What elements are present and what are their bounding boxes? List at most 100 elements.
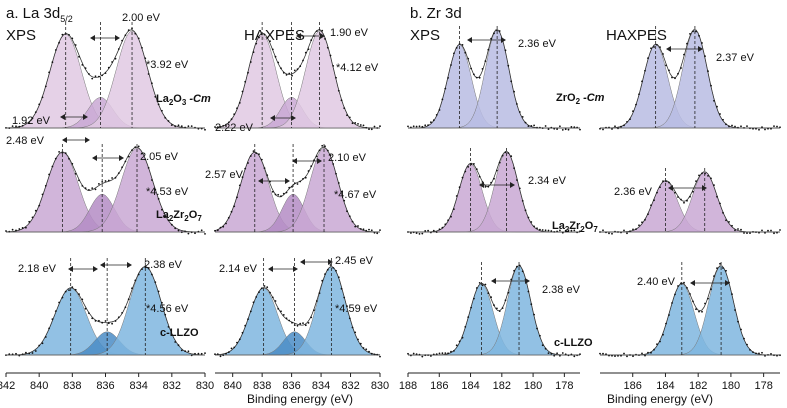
la-xps-row2-data-point	[137, 145, 140, 148]
label-part: La	[156, 93, 170, 105]
la-xps-row2-data-point	[164, 215, 167, 218]
la-haxpes-row3-data-point	[337, 276, 340, 279]
zr-haxpes-row1-data-point	[632, 110, 634, 113]
la-xps-r3-split-arrow-head-left	[100, 262, 105, 268]
la-hax-r2-sat-arrow-head-right	[285, 178, 290, 184]
la-xps-row3-data-point	[131, 287, 133, 290]
la-haxpes-row1-data-point	[343, 107, 346, 109]
zr-haxpes-row3-data-point	[737, 320, 739, 323]
zr-xps-row2-data-point	[481, 181, 484, 183]
la-haxpes-row3-data-point	[260, 287, 263, 290]
la-haxpes-row2-data-point	[293, 182, 296, 185]
la-xps-x-axis-tick-label: 842	[0, 380, 15, 392]
la-haxpes-row3-data-point	[307, 322, 310, 324]
la-xps-row2-data-point	[154, 188, 157, 191]
la-xps-row3-data-point	[127, 298, 130, 301]
zr-haxpes-row2-data-point	[680, 198, 682, 201]
la-haxpes-row3-data-point	[332, 267, 335, 269]
la-xps-row2-data-point	[78, 179, 80, 182]
panel-a-xlabel: Binding energy (eV)	[247, 392, 353, 406]
zr-haxpes-row3-data-point	[626, 355, 628, 358]
la-haxpes-row3-data-point	[324, 273, 326, 275]
zr-haxpes-row1-data-point	[692, 30, 694, 33]
zr-haxpes-row3-data-point	[668, 314, 670, 316]
zr-haxpes-row3-data-point	[716, 267, 718, 269]
label-part: 2	[565, 225, 570, 234]
zr-xps-row3-data-point	[475, 287, 478, 289]
zr-xps-row2-data-point	[467, 166, 470, 168]
zr-haxpes-row2-data-point	[653, 199, 655, 202]
zr-xps-row2-data-point	[516, 179, 518, 181]
la-xps-row2-data-point	[131, 149, 133, 152]
la-xps-row3-data-point	[121, 312, 123, 314]
zr-xps-row1-data-point	[441, 98, 444, 101]
la-hax-r3-split: 2.45 eV	[335, 255, 374, 267]
la-xps-row3-data-point	[154, 281, 157, 283]
zr-xps-row3-data-point	[453, 350, 455, 352]
la-xps-row3-data-point	[51, 318, 54, 320]
zr-hax-r3-arrow-head-right	[725, 280, 730, 286]
la-xps-row1-data-point	[164, 116, 167, 119]
la-xps-x-axis-tick-label: 838	[63, 380, 81, 392]
la-haxpes-row1-data-point	[302, 59, 304, 62]
zr-xps-row3-data-point	[541, 344, 544, 347]
la-xps-row3-data-point	[111, 322, 113, 325]
zr-haxpes-row2-data-point	[716, 195, 718, 198]
la-haxpes-x-axis-tick-label: 836	[282, 380, 300, 392]
zr-haxpes-row2-data-point	[773, 232, 775, 235]
la-haxpes-row3-data-point	[266, 286, 269, 289]
la-xps-row2-data-point	[170, 223, 173, 226]
la-xps-row1-data-point	[31, 117, 34, 119]
zr-xps-row3-data-point	[547, 352, 550, 354]
la-haxpes-row1-data-point	[214, 126, 216, 128]
zr-haxpes-row2-data-point	[722, 211, 724, 214]
label-part: La	[156, 209, 170, 221]
zr-haxpes-row1-data-point	[695, 30, 697, 33]
la-haxpes-row2-data-point	[277, 193, 280, 196]
zr-haxpes-row1-data-point	[704, 55, 706, 58]
zr-haxpes-row3-data-point	[632, 355, 634, 358]
la-xps-row1-data-point	[88, 73, 90, 75]
la-haxpes-row1-data-point	[335, 76, 337, 79]
la-xps-row3-data-point	[114, 320, 117, 322]
zr-xps-row2-data-point	[450, 215, 452, 218]
label-part: c-LLZO	[554, 337, 593, 349]
zr-xps-row3-data-point	[513, 269, 515, 272]
la-haxpes-row1-data-point	[362, 124, 365, 127]
la-xps-row3-data-point	[180, 349, 183, 352]
la-haxpes-row1-data-point	[252, 51, 255, 54]
la-xps-row3-data-point	[174, 341, 177, 343]
la-haxpes-x-axis-tick-label: 834	[312, 380, 330, 392]
la-haxpes-row1-data-point	[241, 90, 244, 93]
la-xps-row3-data-point	[151, 273, 153, 276]
la-xps-row2-data-point	[144, 158, 147, 161]
zr-xps-row3-data-point	[573, 355, 576, 358]
la-xps-row3-data-point	[124, 306, 127, 309]
la-haxpes-row2-data-point	[332, 163, 335, 165]
la-sample-r3: c-LLZO	[160, 327, 199, 339]
la-xps-r3-split: 2.38 eV	[144, 259, 183, 271]
la-haxpes-row2-data-point	[280, 195, 282, 198]
zr-hax-r3-arrow-head-left	[690, 280, 695, 286]
la-haxpes-row1-data-point	[293, 69, 296, 72]
la-xps-row2-data-point	[41, 193, 44, 196]
la-xps-row1-data-point	[151, 82, 153, 85]
la-haxpes-row2-data-point	[244, 167, 247, 170]
la-haxpes-row3-data-point	[230, 347, 233, 350]
la-xps-row1-data-point	[44, 85, 47, 88]
la-xps-row3-data-point	[28, 352, 31, 355]
la-haxpes-row2-data-point	[241, 176, 244, 179]
la-haxpes-row3-data-point	[310, 316, 313, 319]
la-haxpes-row1-data-point	[296, 68, 299, 71]
la-haxpes-row1-data-point	[368, 128, 370, 131]
zr-haxpes-row3-data-point	[740, 328, 742, 331]
la-hax-r1-delta: *4.12 eV	[336, 62, 379, 74]
zr-xps-row2-data-point	[544, 229, 547, 232]
zr-xps-row1-data-point	[407, 125, 409, 128]
la-hax-r2-split-arrow-head-right	[317, 158, 322, 164]
la-haxpes-row2-data-point	[274, 193, 277, 196]
la-haxpes-row2-data-point	[288, 186, 291, 189]
la-xps-row1-data-point	[41, 96, 44, 99]
zr-xps-r3-arrow-head-right	[525, 278, 530, 284]
zr-haxpes-row3-data-point	[695, 308, 697, 311]
